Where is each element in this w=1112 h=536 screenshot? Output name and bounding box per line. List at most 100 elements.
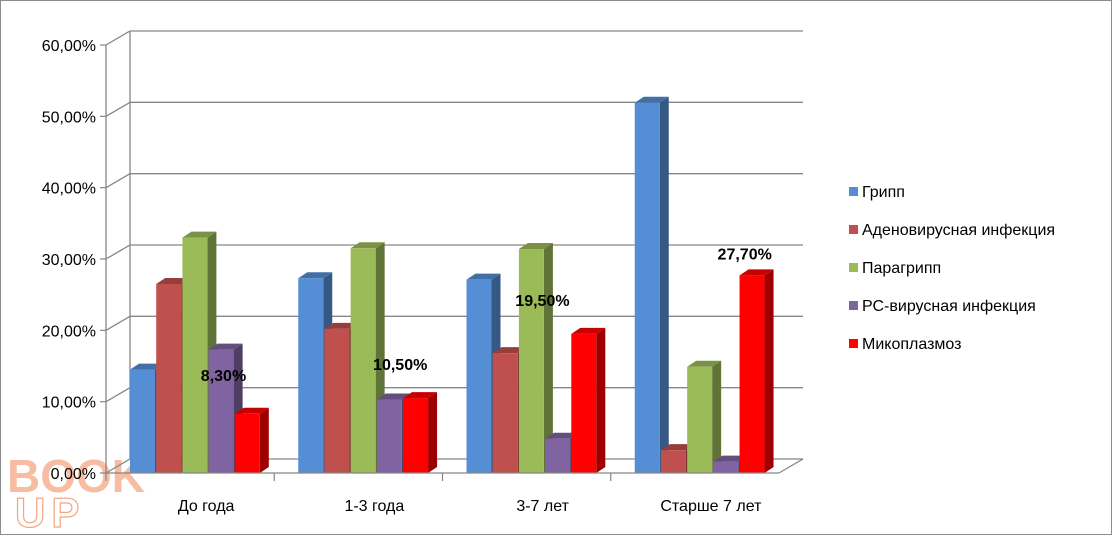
bar-front: [403, 398, 429, 473]
legend-label: Грипп: [862, 184, 905, 201]
bar: [634, 96, 669, 473]
bar-front: [660, 450, 686, 473]
legend-swatch: [849, 339, 858, 348]
bar: [739, 269, 774, 473]
bar-top: [234, 407, 269, 414]
bar-front: [298, 278, 324, 473]
bar-top: [492, 347, 527, 354]
bar-front: [324, 328, 350, 473]
legend-item: РС-вирусная инфекция: [849, 298, 1036, 315]
bar-front: [130, 369, 155, 473]
watermark-book-text: BOOK: [7, 450, 145, 502]
y-tick-label: 0,00%: [51, 466, 96, 483]
y-tick-label: 30,00%: [42, 252, 96, 269]
bar: [403, 392, 438, 473]
bar: [571, 327, 606, 473]
bar-top: [376, 393, 411, 400]
legend-label: РС-вирусная инфекция: [862, 298, 1036, 315]
bar-top: [713, 455, 748, 462]
bars: [130, 96, 774, 473]
bar-side: [712, 360, 722, 473]
bar-side: [659, 96, 669, 473]
data-label: 10,50%: [373, 357, 427, 374]
y-tick-label: 20,00%: [42, 323, 96, 340]
y-tick-label: 60,00%: [42, 38, 96, 55]
data-label: 8,30%: [201, 368, 246, 385]
legend-item: Аденовирусная инфекция: [849, 222, 1055, 239]
y-tick-label: 40,00%: [42, 181, 96, 198]
bar-top: [208, 343, 243, 350]
bar: [234, 407, 269, 473]
labels: 0,00% 10,00% 20,00% 30,00% 40,00% 50,00% 60,00…: [42, 38, 772, 515]
y-tick-label: 50,00%: [42, 109, 96, 126]
legend-swatch: [849, 301, 858, 310]
bar-front: [687, 366, 713, 473]
bar-top: [687, 360, 722, 367]
gridline-side: [105, 173, 131, 189]
bar-top: [545, 432, 580, 439]
legend-label: Аденовирусная инфекция: [862, 222, 1055, 239]
legend-item: Микоплазмоз: [849, 336, 961, 353]
bar-top: [403, 392, 438, 399]
bar-side: [259, 407, 269, 473]
gridline-side: [105, 30, 131, 46]
bar-top: [660, 444, 695, 451]
bar-front: [234, 413, 260, 473]
bar-top: [350, 242, 385, 249]
bar-side: [428, 392, 438, 473]
bar-top: [182, 231, 217, 238]
bar-front: [571, 333, 597, 473]
bar-side: [764, 269, 774, 473]
bar-front: [156, 283, 182, 473]
bar-top: [518, 243, 553, 250]
gridline-side: [105, 387, 131, 403]
bar-front: [518, 249, 544, 473]
bar: [518, 243, 553, 473]
bar-front: [492, 353, 518, 473]
bar-front: [634, 102, 660, 473]
bar-top: [130, 363, 164, 370]
x-category-label: 3-7 лет: [516, 498, 569, 515]
legend-swatch: [849, 263, 858, 272]
legend-swatch: [849, 187, 858, 196]
bar-top: [739, 269, 774, 276]
gridline-side: [105, 458, 131, 474]
x-category-label: 1-3 года: [344, 498, 404, 515]
bar-top: [324, 322, 359, 329]
bar-front: [545, 438, 571, 473]
x-category-label: Старше 7 лет: [660, 498, 762, 515]
bar-top: [298, 272, 333, 279]
y-tick-label: 10,00%: [42, 395, 96, 412]
bar-front: [466, 279, 492, 473]
bar-top: [571, 327, 606, 334]
bar-front: [182, 237, 208, 473]
bar: [687, 360, 722, 473]
bar-side: [543, 243, 553, 473]
bar-front: [376, 399, 402, 473]
axes: [100, 44, 804, 481]
bar-top: [634, 96, 669, 103]
legend-swatch: [849, 225, 858, 234]
gridline-side: [105, 101, 131, 117]
x-axis-depth-line: [778, 458, 804, 474]
legend-item: Грипп: [849, 184, 905, 201]
bar-front: [350, 248, 376, 473]
x-category-label: До года: [178, 498, 235, 515]
data-label: 19,50%: [515, 293, 569, 310]
legend-label: Парагрипп: [862, 260, 941, 277]
bar-side: [596, 327, 606, 473]
legend: Грипп Аденовирусная инфекция Парагрипп РС-в…: [849, 184, 1055, 353]
data-label: 27,70%: [718, 246, 772, 263]
bar-top: [466, 273, 501, 280]
gridline-side: [105, 244, 131, 260]
legend-label: Микоплазмоз: [862, 336, 961, 353]
watermark-up-text: UP: [15, 489, 85, 536]
bar-front: [208, 349, 234, 473]
bar-top: [156, 277, 191, 284]
gridline-side: [105, 315, 131, 331]
legend-item: Парагрипп: [849, 260, 941, 277]
bar-front: [739, 275, 765, 473]
